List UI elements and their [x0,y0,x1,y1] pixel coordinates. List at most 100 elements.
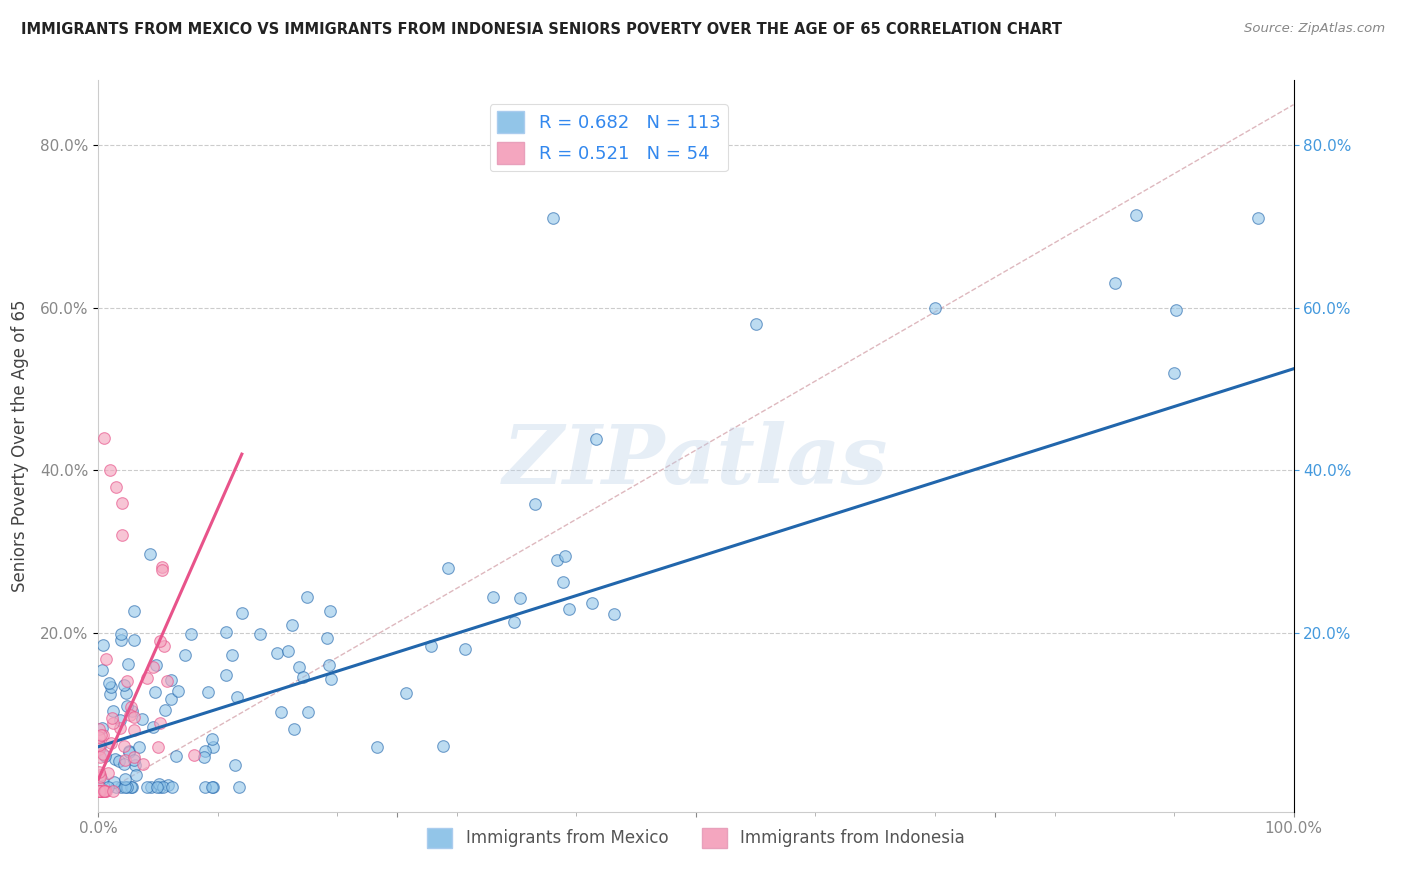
Point [432,739,454,753]
Point [1125,208,1147,222]
Point [91,747,114,762]
Point [153,703,176,717]
Point [103,784,125,798]
Point [224,758,246,772]
Point [114,780,136,795]
Point [148,739,170,754]
Point [93,784,115,798]
Point [115,686,138,700]
Point [138,547,160,561]
Point [94,784,117,798]
Point [118,745,141,759]
Point [101,715,124,730]
Point [112,678,135,692]
Point [122,604,145,618]
Point [745,317,768,331]
Point [316,631,339,645]
Point [112,757,135,772]
Point [283,723,305,737]
Point [157,779,180,793]
Point [270,705,292,719]
Point [1247,211,1270,226]
Point [131,757,153,772]
Legend: Immigrants from Mexico, Immigrants from Indonesia: Immigrants from Mexico, Immigrants from … [420,821,972,855]
Point [225,690,247,704]
Point [105,780,128,795]
Point [89,739,111,753]
Point [94,784,117,798]
Point [90,784,112,798]
Point [156,674,179,689]
Point [108,714,131,728]
Point [135,671,157,685]
Point [509,591,531,605]
Point [152,640,174,654]
Point [98,676,121,690]
Point [585,432,607,446]
Point [502,615,524,629]
Point [98,463,122,477]
Point [221,648,243,662]
Text: IMMIGRANTS FROM MEXICO VS IMMIGRANTS FROM INDONESIA SENIORS POVERTY OVER THE AGE: IMMIGRANTS FROM MEXICO VS IMMIGRANTS FRO… [21,22,1062,37]
Point [318,658,340,673]
Point [89,750,111,764]
Text: ZIPatlas: ZIPatlas [503,421,889,500]
Point [104,752,127,766]
Point [90,773,112,788]
Point [249,627,271,641]
Point [103,704,125,718]
Point [145,657,167,672]
Point [197,684,219,698]
Point [215,667,238,681]
Point [437,561,460,575]
Point [125,767,148,781]
Point [93,728,115,742]
Y-axis label: Seniors Poverty Over the Age of 65: Seniors Poverty Over the Age of 65 [11,300,30,592]
Point [287,659,309,673]
Point [94,749,117,764]
Point [231,606,253,620]
Point [319,672,342,686]
Point [131,712,153,726]
Point [89,780,111,795]
Point [114,753,136,767]
Point [117,657,139,671]
Point [148,634,170,648]
Point [117,744,139,758]
Point [87,741,110,756]
Point [167,684,190,698]
Point [115,673,138,688]
Point [291,669,314,683]
Point [395,686,418,700]
Point [201,732,224,747]
Point [266,646,288,660]
Point [110,780,132,795]
Point [165,748,187,763]
Point [114,772,136,787]
Point [295,590,318,604]
Point [148,777,170,791]
Point [523,497,546,511]
Point [603,607,626,621]
Point [112,739,135,753]
Point [89,768,111,782]
Point [87,764,110,779]
Point [90,784,112,798]
Point [89,784,111,798]
Point [108,754,131,768]
Point [546,553,568,567]
Point [91,784,114,798]
Point [228,780,250,795]
Point [202,740,225,755]
Point [1163,366,1185,380]
Point [101,711,124,725]
Point [128,739,150,754]
Point [100,736,122,750]
Point [194,780,217,795]
Point [174,648,197,662]
Point [149,780,172,795]
Point [94,651,117,665]
Point [146,780,169,795]
Point [149,716,172,731]
Point [89,784,111,798]
